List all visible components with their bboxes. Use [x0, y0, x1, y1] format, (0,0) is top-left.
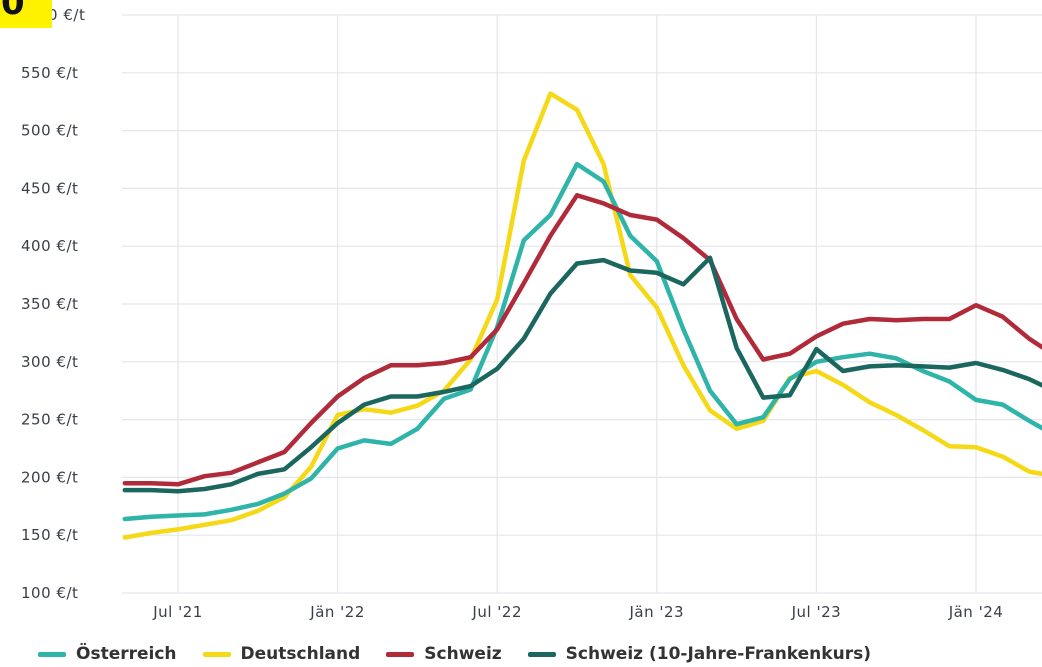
series-layer: [122, 91, 1042, 540]
x-tick-label: Jän '24: [948, 603, 1004, 621]
legend-item[interactable]: Österreich: [38, 644, 177, 664]
legend-label: Schweiz (10-Jahre-Frankenkurs): [565, 644, 871, 664]
legend-swatch: [202, 651, 231, 657]
y-axis-labels: 100 €/t 150 €/t 200 €/t 250 €/t 300 €/t 350 €…: [21, 6, 85, 602]
y-tick-label: 450 €/t: [21, 179, 78, 197]
y-tick-label: 400 €/t: [21, 237, 78, 255]
legend-item[interactable]: Schweiz: [386, 644, 502, 664]
legend-label: Deutschland: [240, 644, 361, 664]
legend-swatch: [386, 651, 415, 657]
y-tick-label: 150 €/t: [21, 526, 78, 544]
x-tick-label: Jul '22: [471, 603, 522, 621]
series-line-deutschland: [122, 91, 1042, 540]
legend-swatch: [38, 651, 66, 657]
corner-badge-text: 0: [1, 0, 25, 23]
x-axis-labels: Jul '21 Jän '22 Jul '22 Jän '23 Jul '23 Jän '…: [152, 603, 1003, 621]
y-tick-label: 500 €/t: [21, 122, 78, 140]
series-line-österreich: [122, 161, 1042, 522]
chart-legend: Österreich Deutschland Schweiz Schweiz (10-…: [38, 644, 897, 664]
y-tick-label: 550 €/t: [21, 64, 78, 82]
y-tick-label: 300 €/t: [21, 353, 78, 371]
series-line-schweiz-10-jahre-frankenkurs: [122, 255, 1042, 494]
y-tick-label: 200 €/t: [21, 468, 78, 486]
grid-layer: [122, 14, 1042, 594]
series-line-schweiz: [122, 193, 1042, 487]
x-tick-label: Jän '23: [628, 603, 684, 621]
x-tick-label: Jul '21: [152, 603, 203, 621]
legend-item[interactable]: Schweiz (10-Jahre-Frankenkurs): [527, 644, 871, 664]
y-tick-label: 250 €/t: [21, 411, 78, 429]
x-tick-label: Jän '22: [309, 603, 365, 621]
corner-badge: 0: [0, 0, 52, 28]
y-tick-label: 100 €/t: [21, 584, 78, 602]
legend-swatch: [527, 651, 556, 657]
legend-label: Schweiz: [424, 644, 502, 664]
y-tick-label: 350 €/t: [21, 295, 78, 313]
x-tick-label: Jul '23: [791, 603, 842, 621]
legend-label: Österreich: [76, 644, 177, 664]
legend-item[interactable]: Deutschland: [202, 644, 361, 664]
